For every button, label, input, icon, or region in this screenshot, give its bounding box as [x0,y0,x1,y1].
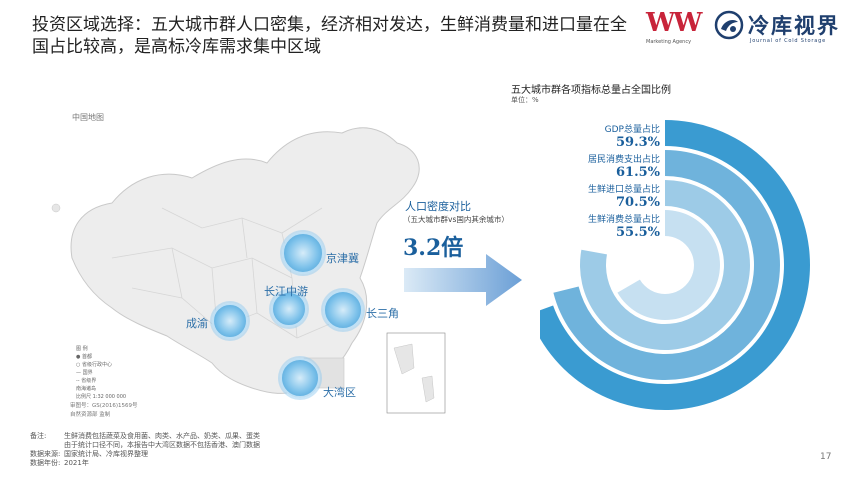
city-label-dawanqu: 大湾区 [323,386,356,399]
footnote-row: 数据年份: 2021年 [30,459,350,468]
chart-title: 五大城市群各项指标总量占全国比例 [511,85,671,96]
ring-label: 居民消费支出占比 61.5% [555,152,660,180]
footnote-value: 国家统计局、冷库视界整理 [64,450,148,458]
city-label-jingjinji: 京津冀 [326,252,359,265]
footnote-value: 生鲜消费包括蔬菜及食用菌、肉类、水产品、奶类、瓜果、蛋类 [64,432,260,440]
map-credit: 审图号：GS(2016)1569号 自然资源部 监制 [70,402,138,420]
footnote-row: 数据来源: 国家统计局、冷库视界整理 [30,450,350,459]
map-title: 中国地图 [72,113,104,122]
map-legend-line: 图 例 [76,346,88,352]
footnote-key [30,441,64,450]
journal-name-en: Journal of Cold Storage [750,38,826,44]
ring-label-value: 55.5% [615,225,660,240]
bubble-jingjinji [282,232,324,274]
chart-unit: 单位：% [511,96,539,104]
map-legend-line: 比例尺 1:32 000 000 [76,394,127,400]
footnote-row: 由于统计口径不同，本报告中大湾区数据不包括香港、澳门数据 [30,441,350,450]
footnotes: 备注: 生鲜消费包括蔬菜及食用菌、肉类、水产品、奶类、瓜果、蛋类 由于统计口径不同… [30,432,350,468]
ring-label-name: 居民消费支出占比 [587,155,660,165]
bubble-dawanqu [280,358,320,398]
map-legend-line: -- 省级界 [76,378,97,384]
ring-label-name: 生鲜进口总量占比 [587,185,660,195]
page-title: 投资区域选择：五大城市群人口密集，经济相对发达，生鲜消费量和进口量在全国占比较高… [32,15,627,57]
journal-logo: 冷库视界 Journal of Cold Storage [714,8,844,48]
bubble-chengyu [212,303,248,339]
ring-label: 生鲜消费总量占比 55.5% [555,212,660,240]
radial-bar-chart [540,120,810,410]
density-value: 3.2倍 [403,235,464,261]
ring-label-name: GDP总量占比 [604,125,660,135]
marketing-agency-logo: WW Marketing Agency [646,10,706,48]
journal-name: 冷库视界 [748,13,840,38]
city-label-changsanjiao: 长三角 [366,307,399,320]
map-credit-line: 审图号：GS(2016)1569号 [70,403,138,409]
ring-label-value: 70.5% [615,195,660,210]
map-credit-line: 自然资源部 监制 [70,412,111,418]
ring-bar [580,180,750,350]
ring-label-name: 生鲜消费总量占比 [587,215,660,225]
ring-bar [617,210,720,320]
footnote-key: 数据来源: [30,450,61,458]
ring-label: 生鲜进口总量占比 70.5% [555,182,660,210]
density-sub: （五大城市群vs国内其余城市） [403,215,509,224]
density-label: 人口密度对比 [405,200,471,213]
footnote-value: 2021年 [64,459,89,467]
ring-label: GDP总量占比 59.3% [555,122,660,150]
footnote-value: 由于统计口径不同，本报告中大湾区数据不包括香港、澳门数据 [64,441,260,449]
map-legend-line: 南海诸岛 [76,386,97,392]
footnote-row: 备注: 生鲜消费包括蔬菜及食用菌、肉类、水产品、奶类、瓜果、蛋类 [30,432,350,441]
map-legend-line: ○ 省级行政中心 [76,362,112,368]
bubble-changjiang [271,291,307,327]
ww-logo-sub: Marketing Agency [646,39,692,45]
footnote-key: 备注: [30,432,47,440]
ring-label-value: 61.5% [615,165,660,180]
bubble-changsanjiao [323,290,363,330]
map-legend-line: — 国界 [76,370,93,376]
journal-emblem-icon [714,10,744,40]
map-legend-line: ● 首都 [76,354,92,360]
ww-logo-mark: WW [646,8,702,38]
right-arrow-icon [404,254,522,306]
city-label-chengyu: 成渝 [186,317,208,330]
page-number: 17 [820,452,832,462]
city-label-changjiang: 长江中游 [264,285,308,298]
map-legend: 图 例 ● 首都 ○ 省级行政中心 — 国界 -- 省级界 南海诸岛 比例尺 1… [76,345,146,401]
ring-label-value: 59.3% [615,135,660,150]
footnote-key: 数据年份: [30,459,61,467]
